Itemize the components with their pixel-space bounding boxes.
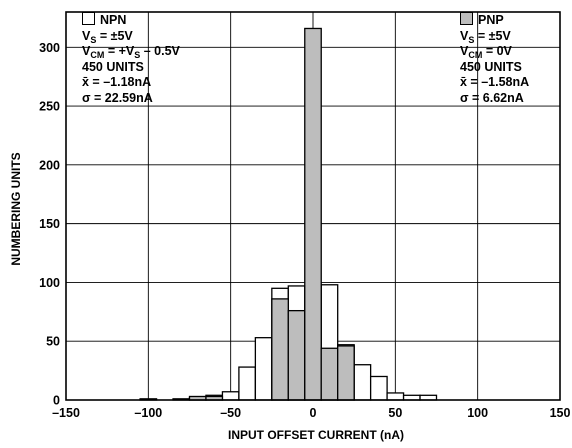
x-tick-label: 50 (388, 406, 402, 420)
npn-bar (221, 391, 240, 401)
x-axis-title: INPUT OFFSET CURRENT (nA) (228, 428, 404, 442)
legend-pnp-vs: VS = ±5V (460, 28, 511, 45)
plot-frame (65, 11, 561, 401)
legend-pnp-units: 450 UNITS (460, 59, 522, 74)
x-tick-label: 150 (550, 406, 571, 420)
legend-npn: NPN VS = ±5V VCM = +VS – 0.5V 450 UNITS … (82, 12, 180, 106)
npn-bar (254, 337, 273, 401)
pnp-bar (337, 345, 355, 401)
npn-bar (238, 366, 257, 401)
x-tick-label: –150 (52, 406, 80, 420)
npn-bar (386, 392, 405, 401)
pnp-bar (271, 298, 289, 401)
histogram-bars (139, 27, 438, 401)
pnp-bar (320, 347, 339, 401)
x-tick-label: –100 (134, 406, 162, 420)
legend-pnp-mean: x̄ = –1.58nA (460, 75, 530, 89)
legend-npn-units: 450 UNITS (82, 59, 144, 74)
y-tick-labels: 0 50 100 150 200 250 300 (39, 41, 60, 408)
y-tick-label: 100 (39, 276, 60, 290)
legend-pnp: PNP VS = ±5V VCM = 0V 450 UNITS x̄ = –1.… (460, 12, 529, 106)
pnp-swatch (460, 12, 473, 25)
y-tick-label: 300 (39, 41, 60, 55)
x-tick-label: –50 (220, 406, 241, 420)
x-tick-label: 100 (467, 406, 488, 420)
legend-pnp-vcm: VCM = 0V (460, 44, 512, 60)
y-tick-label: 0 (53, 394, 60, 408)
y-tick-label: 150 (39, 217, 60, 231)
legend-npn-vs: VS = ±5V (82, 28, 133, 45)
npn-bar (353, 364, 372, 401)
legend-npn-mean: x̄ = –1.18nA (82, 75, 152, 89)
legend-npn-sigma: σ = 22.59nA (82, 90, 153, 105)
y-tick-label: 50 (46, 335, 60, 349)
legend-npn-vcm: VCM = +VS – 0.5V (82, 44, 180, 60)
pnp-bar (304, 27, 322, 401)
legend-pnp-name: PNP (478, 13, 504, 27)
pnp-bar (287, 309, 306, 401)
y-tick-label: 250 (39, 100, 60, 114)
npn-swatch (82, 12, 95, 25)
y-tick-label: 200 (39, 158, 60, 172)
x-tick-label: 0 (310, 406, 317, 420)
y-axis-title: NUMBERING UNITS (9, 152, 23, 266)
x-tick-labels: –150 –100 –50 0 50 100 150 (52, 406, 570, 420)
legend-pnp-sigma: σ = 6.62nA (460, 90, 524, 105)
npn-bar (369, 375, 388, 401)
legend-npn-name: NPN (100, 13, 127, 27)
